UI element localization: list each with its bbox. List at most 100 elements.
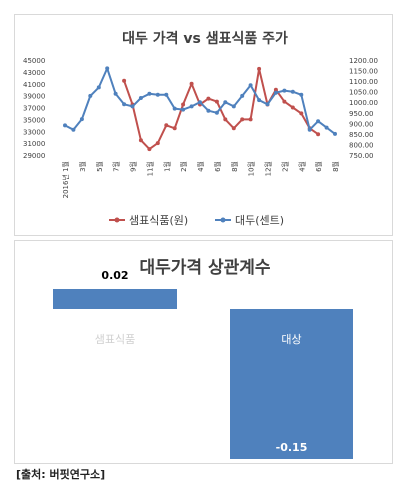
data-point-sempio	[316, 132, 321, 137]
right-tick-label: 900.00	[349, 120, 374, 128]
data-point-sempio	[299, 111, 304, 116]
legend-marker-sempio	[114, 217, 120, 223]
x-tick-label: 4월	[297, 161, 306, 172]
data-point-soybean	[316, 119, 321, 124]
correlation-bar-panel: 대두가격 상관계수 샘표식품 0.02 대상 -0.15	[14, 240, 393, 464]
right-tick-label: 1150.00	[349, 68, 378, 76]
data-point-soybean	[105, 66, 110, 71]
left-tick-label: 45000	[23, 57, 45, 65]
data-point-sempio	[189, 81, 194, 86]
data-point-soybean	[282, 88, 287, 93]
data-point-soybean	[155, 92, 160, 97]
left-tick-label: 33000	[23, 128, 45, 136]
right-tick-label: 1050.00	[349, 89, 378, 97]
x-tick-label: 2016년 1월	[61, 161, 70, 198]
data-point-sempio	[206, 96, 211, 101]
x-tick-label: 6월	[314, 161, 323, 172]
data-point-soybean	[88, 93, 93, 98]
chart-title: 대두가격 상관계수	[139, 258, 270, 278]
data-point-soybean	[273, 90, 278, 95]
legend-label-soybean: 대두(센트)	[235, 214, 284, 227]
data-point-soybean	[181, 107, 186, 112]
data-point-soybean	[324, 125, 329, 130]
x-tick-label: 2월	[280, 161, 289, 172]
series-lines	[63, 66, 337, 152]
data-point-soybean	[248, 83, 253, 88]
left-tick-label: 41000	[23, 81, 45, 89]
data-point-soybean	[130, 104, 135, 109]
left-tick-label: 39000	[23, 93, 45, 101]
data-point-sempio	[164, 123, 169, 128]
x-tick-label: 1월	[162, 161, 171, 172]
x-tick-label: 11월	[145, 161, 154, 176]
category-label: 샘표식품	[95, 333, 135, 346]
right-tick-label: 1100.00	[349, 78, 378, 86]
x-axis-ticks: 2016년 1월 3월 5월 7월 9월 11월 1월 2월 4월 6월 8월 10월 12월 2월 4월 6…	[61, 161, 340, 198]
data-point-sempio	[240, 117, 245, 122]
data-point-soybean	[223, 100, 228, 105]
value-label: -0.15	[276, 441, 308, 454]
data-point-soybean	[307, 127, 312, 132]
data-point-sempio	[147, 147, 152, 152]
bar-1	[230, 309, 353, 459]
data-point-sempio	[122, 78, 127, 83]
right-tick-label: 750.00	[349, 152, 374, 160]
left-axis-ticks: 29000 31000 33000 35000 37000 39000 41000 43000…	[23, 57, 45, 160]
data-point-soybean	[147, 91, 152, 96]
data-point-sempio	[155, 141, 160, 146]
bar-0	[53, 289, 177, 309]
data-point-soybean	[172, 106, 177, 111]
soybean-vs-sempio-line-chart: 대두 가격 vs 샘표식품 주가 29000 31000 33000 35000 370…	[23, 30, 378, 227]
data-point-soybean	[71, 127, 76, 132]
data-point-soybean	[198, 100, 202, 105]
left-tick-label: 29000	[23, 152, 45, 160]
data-point-sempio	[273, 87, 278, 92]
data-point-soybean	[257, 98, 262, 103]
right-tick-label: 1200.00	[349, 57, 378, 65]
data-point-sempio	[282, 99, 287, 104]
right-tick-label: 1000.00	[349, 99, 378, 107]
right-tick-label: 850.00	[349, 131, 374, 139]
category-label: 대상	[281, 333, 301, 346]
legend-marker-soybean	[220, 217, 226, 223]
line-chart-panel: 대두 가격 vs 샘표식품 주가 29000 31000 33000 35000 370…	[14, 14, 393, 236]
x-tick-label: 4월	[196, 161, 205, 172]
right-tick-label: 950.00	[349, 110, 374, 118]
x-tick-label: 12월	[264, 161, 273, 176]
data-point-sempio	[248, 117, 253, 122]
data-point-soybean	[164, 92, 169, 97]
legend-label-sempio: 샘표식품(원)	[129, 214, 188, 227]
data-point-soybean	[333, 131, 337, 136]
data-point-sempio	[138, 138, 143, 143]
data-point-sempio	[223, 117, 228, 122]
data-point-sempio	[214, 99, 219, 104]
data-point-soybean	[240, 93, 245, 98]
correlation-bar-chart: 대두가격 상관계수 샘표식품 0.02 대상 -0.15	[53, 258, 353, 459]
data-point-soybean	[231, 104, 236, 109]
data-point-soybean	[299, 92, 304, 97]
x-tick-label: 8월	[230, 161, 239, 172]
bars: 샘표식품 0.02 대상 -0.15	[53, 269, 353, 459]
x-tick-label: 2월	[179, 161, 188, 172]
x-tick-label: 5월	[95, 161, 104, 172]
data-point-soybean	[214, 110, 219, 115]
data-point-sempio	[290, 105, 295, 110]
right-axis-ticks: 750.00 800.00 850.00 900.00 950.00 1000.00 105…	[349, 57, 378, 160]
right-tick-label: 800.00	[349, 141, 374, 149]
chart-title: 대두 가격 vs 샘표식품 주가	[122, 30, 288, 47]
left-tick-label: 35000	[23, 116, 45, 124]
data-point-sempio	[181, 102, 186, 107]
data-point-soybean	[206, 108, 211, 113]
data-point-soybean	[122, 102, 127, 107]
x-tick-label: 7월	[112, 161, 121, 172]
x-tick-label: 3월	[78, 161, 87, 172]
data-point-soybean	[96, 85, 101, 90]
x-tick-label: 9월	[129, 161, 138, 172]
data-point-soybean	[189, 104, 194, 109]
data-point-soybean	[265, 102, 270, 107]
data-point-sempio	[172, 126, 177, 131]
left-tick-label: 37000	[23, 105, 45, 113]
data-point-soybean	[290, 89, 295, 94]
x-tick-label: 8월	[331, 161, 340, 172]
value-label: 0.02	[101, 269, 128, 282]
